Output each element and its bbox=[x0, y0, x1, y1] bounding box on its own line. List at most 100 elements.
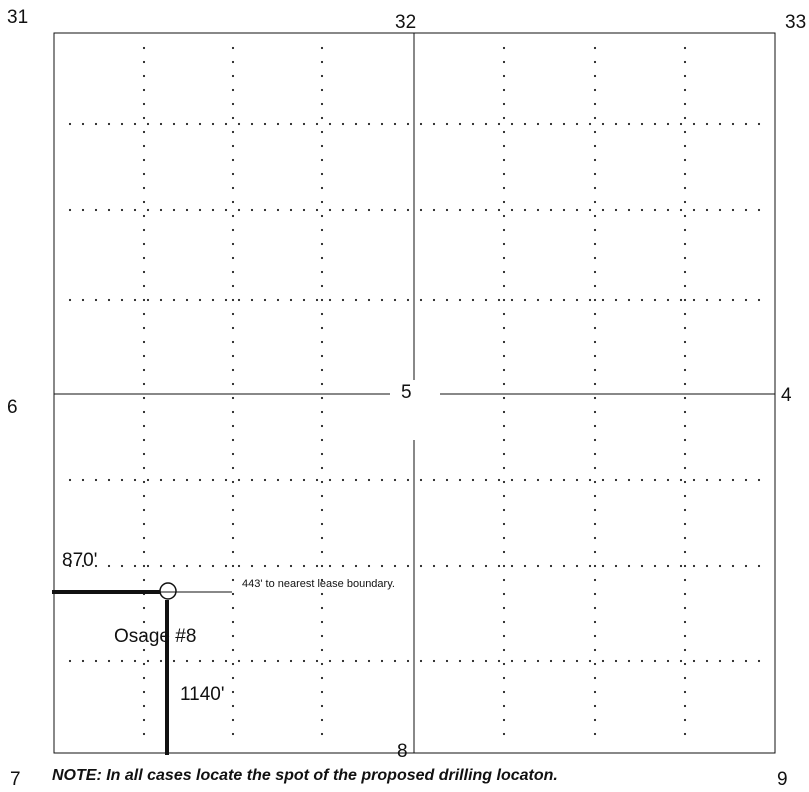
grid-dot bbox=[502, 74, 506, 78]
grid-dot bbox=[458, 659, 462, 663]
grid-dot bbox=[263, 659, 267, 663]
grid-dot bbox=[640, 478, 644, 482]
grid-dot bbox=[320, 256, 324, 260]
grid-dot bbox=[523, 659, 527, 663]
grid-dot bbox=[458, 564, 462, 568]
grid-dot bbox=[718, 478, 722, 482]
grid-dot bbox=[502, 228, 506, 232]
south-offset-label: 1140' bbox=[180, 684, 225, 705]
grid-dot bbox=[593, 354, 597, 358]
grid-dot bbox=[231, 648, 235, 652]
grid-dot bbox=[320, 200, 324, 204]
grid-dot bbox=[593, 410, 597, 414]
grid-dot bbox=[640, 659, 644, 663]
grid-dot bbox=[393, 478, 397, 482]
grid-dot bbox=[185, 122, 189, 126]
grid-dot bbox=[502, 690, 506, 694]
grid-dot bbox=[683, 382, 687, 386]
grid-dot bbox=[731, 659, 735, 663]
section-label-center: 5 bbox=[401, 382, 412, 403]
grid-dot bbox=[81, 298, 85, 302]
grid-dot bbox=[731, 298, 735, 302]
grid-dot bbox=[320, 452, 324, 456]
grid-dot bbox=[484, 122, 488, 126]
grid-dot bbox=[614, 122, 618, 126]
grid-dot bbox=[593, 144, 597, 148]
grid-dot bbox=[502, 354, 506, 358]
grid-dot bbox=[107, 478, 111, 482]
grid-dot bbox=[320, 704, 324, 708]
grid-dot bbox=[107, 208, 111, 212]
grid-dot bbox=[142, 704, 146, 708]
grid-dot bbox=[81, 122, 85, 126]
grid-dot bbox=[146, 659, 150, 663]
grid-dot bbox=[231, 130, 235, 134]
section-label-top-center: 32 bbox=[395, 12, 417, 33]
section-label-mid-right: 4 bbox=[781, 385, 792, 406]
grid-dot bbox=[320, 620, 324, 624]
grid-dot bbox=[666, 478, 670, 482]
grid-dot bbox=[502, 270, 506, 274]
grid-dot bbox=[142, 340, 146, 344]
grid-dot bbox=[593, 340, 597, 344]
grid-dot bbox=[458, 478, 462, 482]
grid-dot bbox=[502, 326, 506, 330]
grid-dot bbox=[757, 659, 761, 663]
grid-dot bbox=[146, 478, 150, 482]
grid-dot bbox=[705, 564, 709, 568]
grid-dot bbox=[653, 208, 657, 212]
grid-dot bbox=[502, 88, 506, 92]
grid-dot bbox=[224, 478, 228, 482]
grid-dot bbox=[231, 284, 235, 288]
grid-dot bbox=[502, 130, 506, 134]
grid-dot bbox=[302, 208, 306, 212]
grid-dot bbox=[601, 208, 605, 212]
grid-dot bbox=[614, 478, 618, 482]
grid-dot bbox=[718, 122, 722, 126]
grid-dot bbox=[718, 298, 722, 302]
grid-dot bbox=[593, 172, 597, 176]
grid-dot bbox=[510, 564, 514, 568]
grid-dot bbox=[142, 172, 146, 176]
grid-dot bbox=[320, 382, 324, 386]
grid-dot bbox=[142, 298, 146, 302]
grid-dot bbox=[502, 340, 506, 344]
grid-dot bbox=[593, 382, 597, 386]
grid-dot bbox=[185, 298, 189, 302]
grid-dot bbox=[601, 659, 605, 663]
grid-dot bbox=[593, 732, 597, 736]
grid-dot bbox=[757, 564, 761, 568]
grid-dot bbox=[231, 466, 235, 470]
grid-dot bbox=[744, 122, 748, 126]
grid-dot bbox=[640, 208, 644, 212]
grid-dot bbox=[593, 662, 597, 666]
grid-dot bbox=[502, 466, 506, 470]
grid-dot bbox=[683, 172, 687, 176]
grid-dot bbox=[593, 312, 597, 316]
grid-dot bbox=[393, 298, 397, 302]
grid-dot bbox=[94, 122, 98, 126]
grid-dot bbox=[120, 564, 124, 568]
grid-dot bbox=[593, 60, 597, 64]
grid-dot bbox=[315, 659, 319, 663]
grid-dot bbox=[231, 508, 235, 512]
grid-dot bbox=[146, 564, 150, 568]
grid-dot bbox=[502, 452, 506, 456]
grid-dot bbox=[502, 158, 506, 162]
grid-dot bbox=[502, 578, 506, 582]
grid-dot bbox=[419, 122, 423, 126]
section-label-top-left: 31 bbox=[7, 7, 29, 28]
grid-dot bbox=[536, 478, 540, 482]
grid-dot bbox=[510, 122, 514, 126]
grid-dot bbox=[502, 382, 506, 386]
grid-dot bbox=[328, 298, 332, 302]
grid-dot bbox=[276, 122, 280, 126]
grid-dot bbox=[68, 564, 72, 568]
grid-dot bbox=[593, 102, 597, 106]
grid-dot bbox=[231, 620, 235, 624]
grid-dot bbox=[683, 662, 687, 666]
grid-dot bbox=[502, 606, 506, 610]
grid-dot bbox=[198, 122, 202, 126]
grid-dot bbox=[320, 214, 324, 218]
grid-dot bbox=[588, 564, 592, 568]
